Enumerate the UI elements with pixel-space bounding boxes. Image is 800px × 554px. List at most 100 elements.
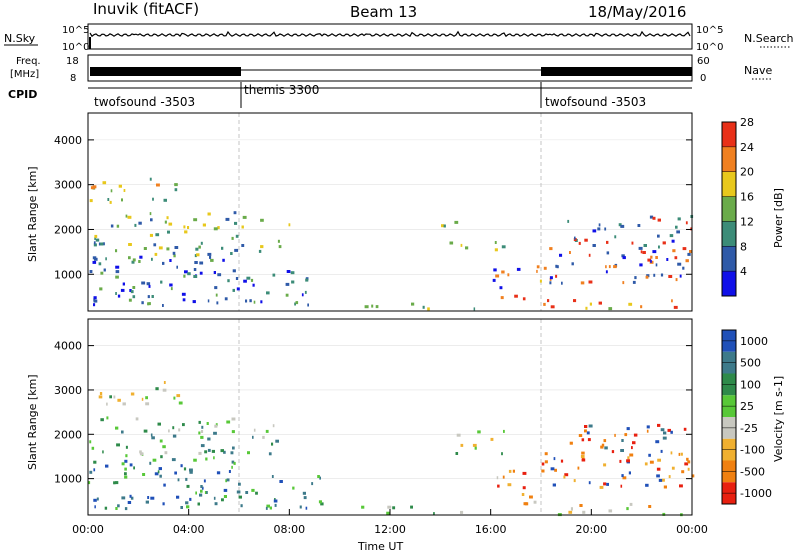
echo-cell [107, 198, 110, 201]
echo-cell [637, 224, 641, 227]
echo-cell [274, 503, 277, 507]
nave-tick-top: 60 [697, 56, 710, 67]
echo-cell [686, 457, 689, 461]
echo-cell [541, 462, 545, 466]
echo-cell [238, 495, 242, 499]
echo-cell [279, 480, 283, 483]
echo-cell [581, 458, 586, 462]
echo-cell [657, 218, 661, 222]
echo-cell [679, 274, 682, 278]
echo-cell [592, 229, 597, 233]
echo-cell [658, 245, 660, 249]
echo-cell [124, 475, 128, 479]
echo-cell [460, 510, 464, 514]
colorbar-swatch [722, 196, 736, 222]
echo-cell [197, 502, 200, 506]
echo-cell [663, 431, 667, 435]
echo-cell [549, 281, 552, 285]
echo-cell [613, 265, 617, 269]
echo-cell [521, 493, 525, 496]
echo-cell [579, 504, 583, 507]
echo-cell [139, 255, 143, 259]
echo-cell [290, 271, 295, 275]
echo-cell [597, 227, 601, 231]
echo-cell [285, 282, 290, 286]
echo-cell [139, 452, 144, 456]
echo-cell [465, 246, 469, 250]
echo-cell [234, 248, 239, 252]
echo-cell [685, 259, 689, 263]
echo-cell [116, 443, 120, 447]
echo-cell [89, 440, 92, 444]
echo-cell [121, 430, 124, 434]
echo-cell [170, 287, 173, 291]
cpid-segment-1: twofsound -3503 [94, 95, 195, 109]
echo-cell [133, 466, 135, 470]
x-tick-label: 00:00 [72, 523, 104, 536]
echo-cell [200, 435, 204, 439]
echo-cell [150, 496, 155, 500]
nave-tick-bottom: 0 [700, 73, 706, 84]
echo-cell [573, 299, 577, 303]
echo-cell [183, 467, 187, 471]
y-tick-label: 4000 [54, 340, 82, 353]
echo-cell [503, 429, 505, 433]
echo-cell [243, 279, 247, 283]
echo-cell [159, 474, 162, 478]
colorbar-tick-label: 25 [740, 400, 754, 413]
echo-cell [168, 222, 173, 226]
echo-cell [288, 223, 291, 227]
echo-cell [371, 304, 374, 308]
echo-cell [98, 262, 102, 266]
echo-cell [91, 446, 95, 450]
echo-cell [586, 431, 590, 435]
echo-cell [668, 475, 671, 479]
echo-cell [132, 286, 136, 289]
echo-cell [272, 273, 276, 277]
echo-cell [207, 448, 211, 452]
echo-cell [180, 506, 183, 509]
echo-cell [120, 288, 125, 292]
echo-cell [178, 428, 181, 432]
echo-cell [262, 435, 265, 439]
echo-cell [187, 272, 191, 276]
echo-cell [102, 450, 104, 454]
echo-cell [577, 466, 580, 470]
echo-cell [294, 302, 296, 306]
y-tick-label: 2000 [54, 223, 82, 236]
echo-cell [522, 486, 526, 490]
echo-cell [162, 445, 166, 449]
echo-cell [624, 433, 628, 437]
echo-cell [176, 394, 181, 398]
echo-cell [411, 302, 415, 306]
echo-cell [206, 422, 209, 425]
echo-cell [158, 467, 162, 471]
echo-cell [147, 496, 150, 499]
echo-cell [245, 299, 248, 303]
echo-cell [236, 490, 241, 494]
echo-cell [146, 282, 151, 286]
nsky-label: N.Sky [4, 32, 36, 45]
echo-cell [474, 446, 477, 450]
echo-cell [213, 271, 216, 274]
power-ylabel: Slant Range [km] [26, 166, 39, 262]
echo-cell [131, 260, 135, 264]
echo-cell [271, 442, 274, 446]
echo-cell [675, 278, 678, 282]
echo-cell [681, 470, 685, 474]
echo-cell [158, 246, 163, 250]
echo-cell [176, 265, 178, 269]
echo-cell [106, 416, 109, 420]
echo-cell [629, 502, 633, 506]
echo-cell [123, 189, 126, 192]
echo-cell [621, 254, 625, 258]
x-tick-label: 12:00 [374, 523, 406, 536]
echo-cell [495, 274, 500, 278]
echo-cell [252, 435, 254, 439]
echo-cell [674, 256, 678, 260]
echo-cell [172, 426, 175, 430]
echo-cell [584, 425, 588, 428]
echo-cell [253, 428, 256, 432]
echo-cell [124, 467, 127, 471]
echo-cell [94, 237, 96, 240]
